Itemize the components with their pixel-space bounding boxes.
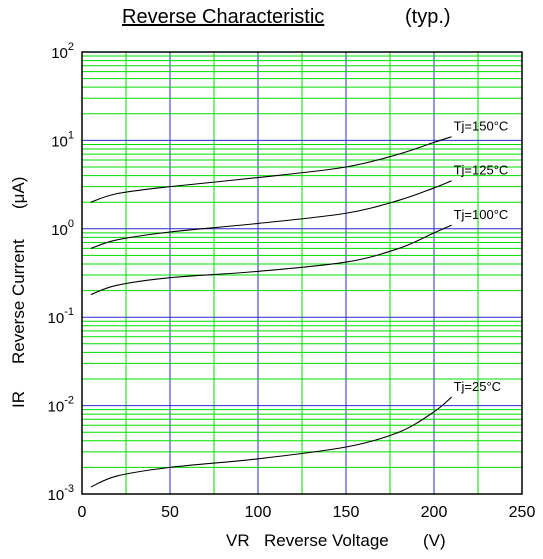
series-curve [90, 224, 452, 296]
y-tick-label: 101 [51, 129, 74, 150]
x-tick-label: 50 [161, 504, 179, 521]
x-tick-label: 150 [333, 504, 360, 521]
x-tick-label: 200 [421, 504, 448, 521]
x-axis-unit: (V) [423, 531, 446, 550]
x-axis-label: Reverse Voltage [264, 531, 389, 550]
series-labels: Tj=150°C Tj=125°C Tj=100°C Tj=25°C [454, 119, 509, 394]
y-axis-symbol: IR [9, 391, 28, 408]
y-axis-label: Reverse Current [9, 239, 28, 364]
y-tick-label: 100 [51, 218, 74, 239]
grid [82, 52, 522, 494]
x-tick-label: 250 [509, 504, 536, 521]
y-tick-label: 102 [51, 41, 74, 62]
series-curve [90, 396, 452, 488]
x-tick-label: 0 [78, 504, 87, 521]
y-tick-label: 10-2 [48, 395, 74, 416]
series-curve [90, 136, 452, 203]
series-label: Tj=25°C [454, 379, 501, 394]
x-axis-symbol: VR [226, 531, 250, 550]
x-tick-label: 100 [245, 504, 272, 521]
y-tick-label: 10-3 [48, 483, 74, 504]
chart-subtitle: (typ.) [405, 6, 451, 28]
y-axis-unit: (μA) [9, 177, 28, 209]
plot-frame [81, 51, 523, 495]
series-curve [90, 180, 452, 249]
tick-labels: 0 50 100 150 200 250 10-3 10-2 10-1 100 101 102 [48, 41, 536, 521]
curves [90, 136, 452, 488]
chart-title: Reverse Characteristic [122, 6, 325, 28]
series-label: Tj=125°C [454, 163, 509, 178]
series-label: Tj=150°C [454, 119, 509, 134]
y-tick-label: 10-1 [48, 306, 74, 327]
series-label: Tj=100°C [454, 207, 509, 222]
